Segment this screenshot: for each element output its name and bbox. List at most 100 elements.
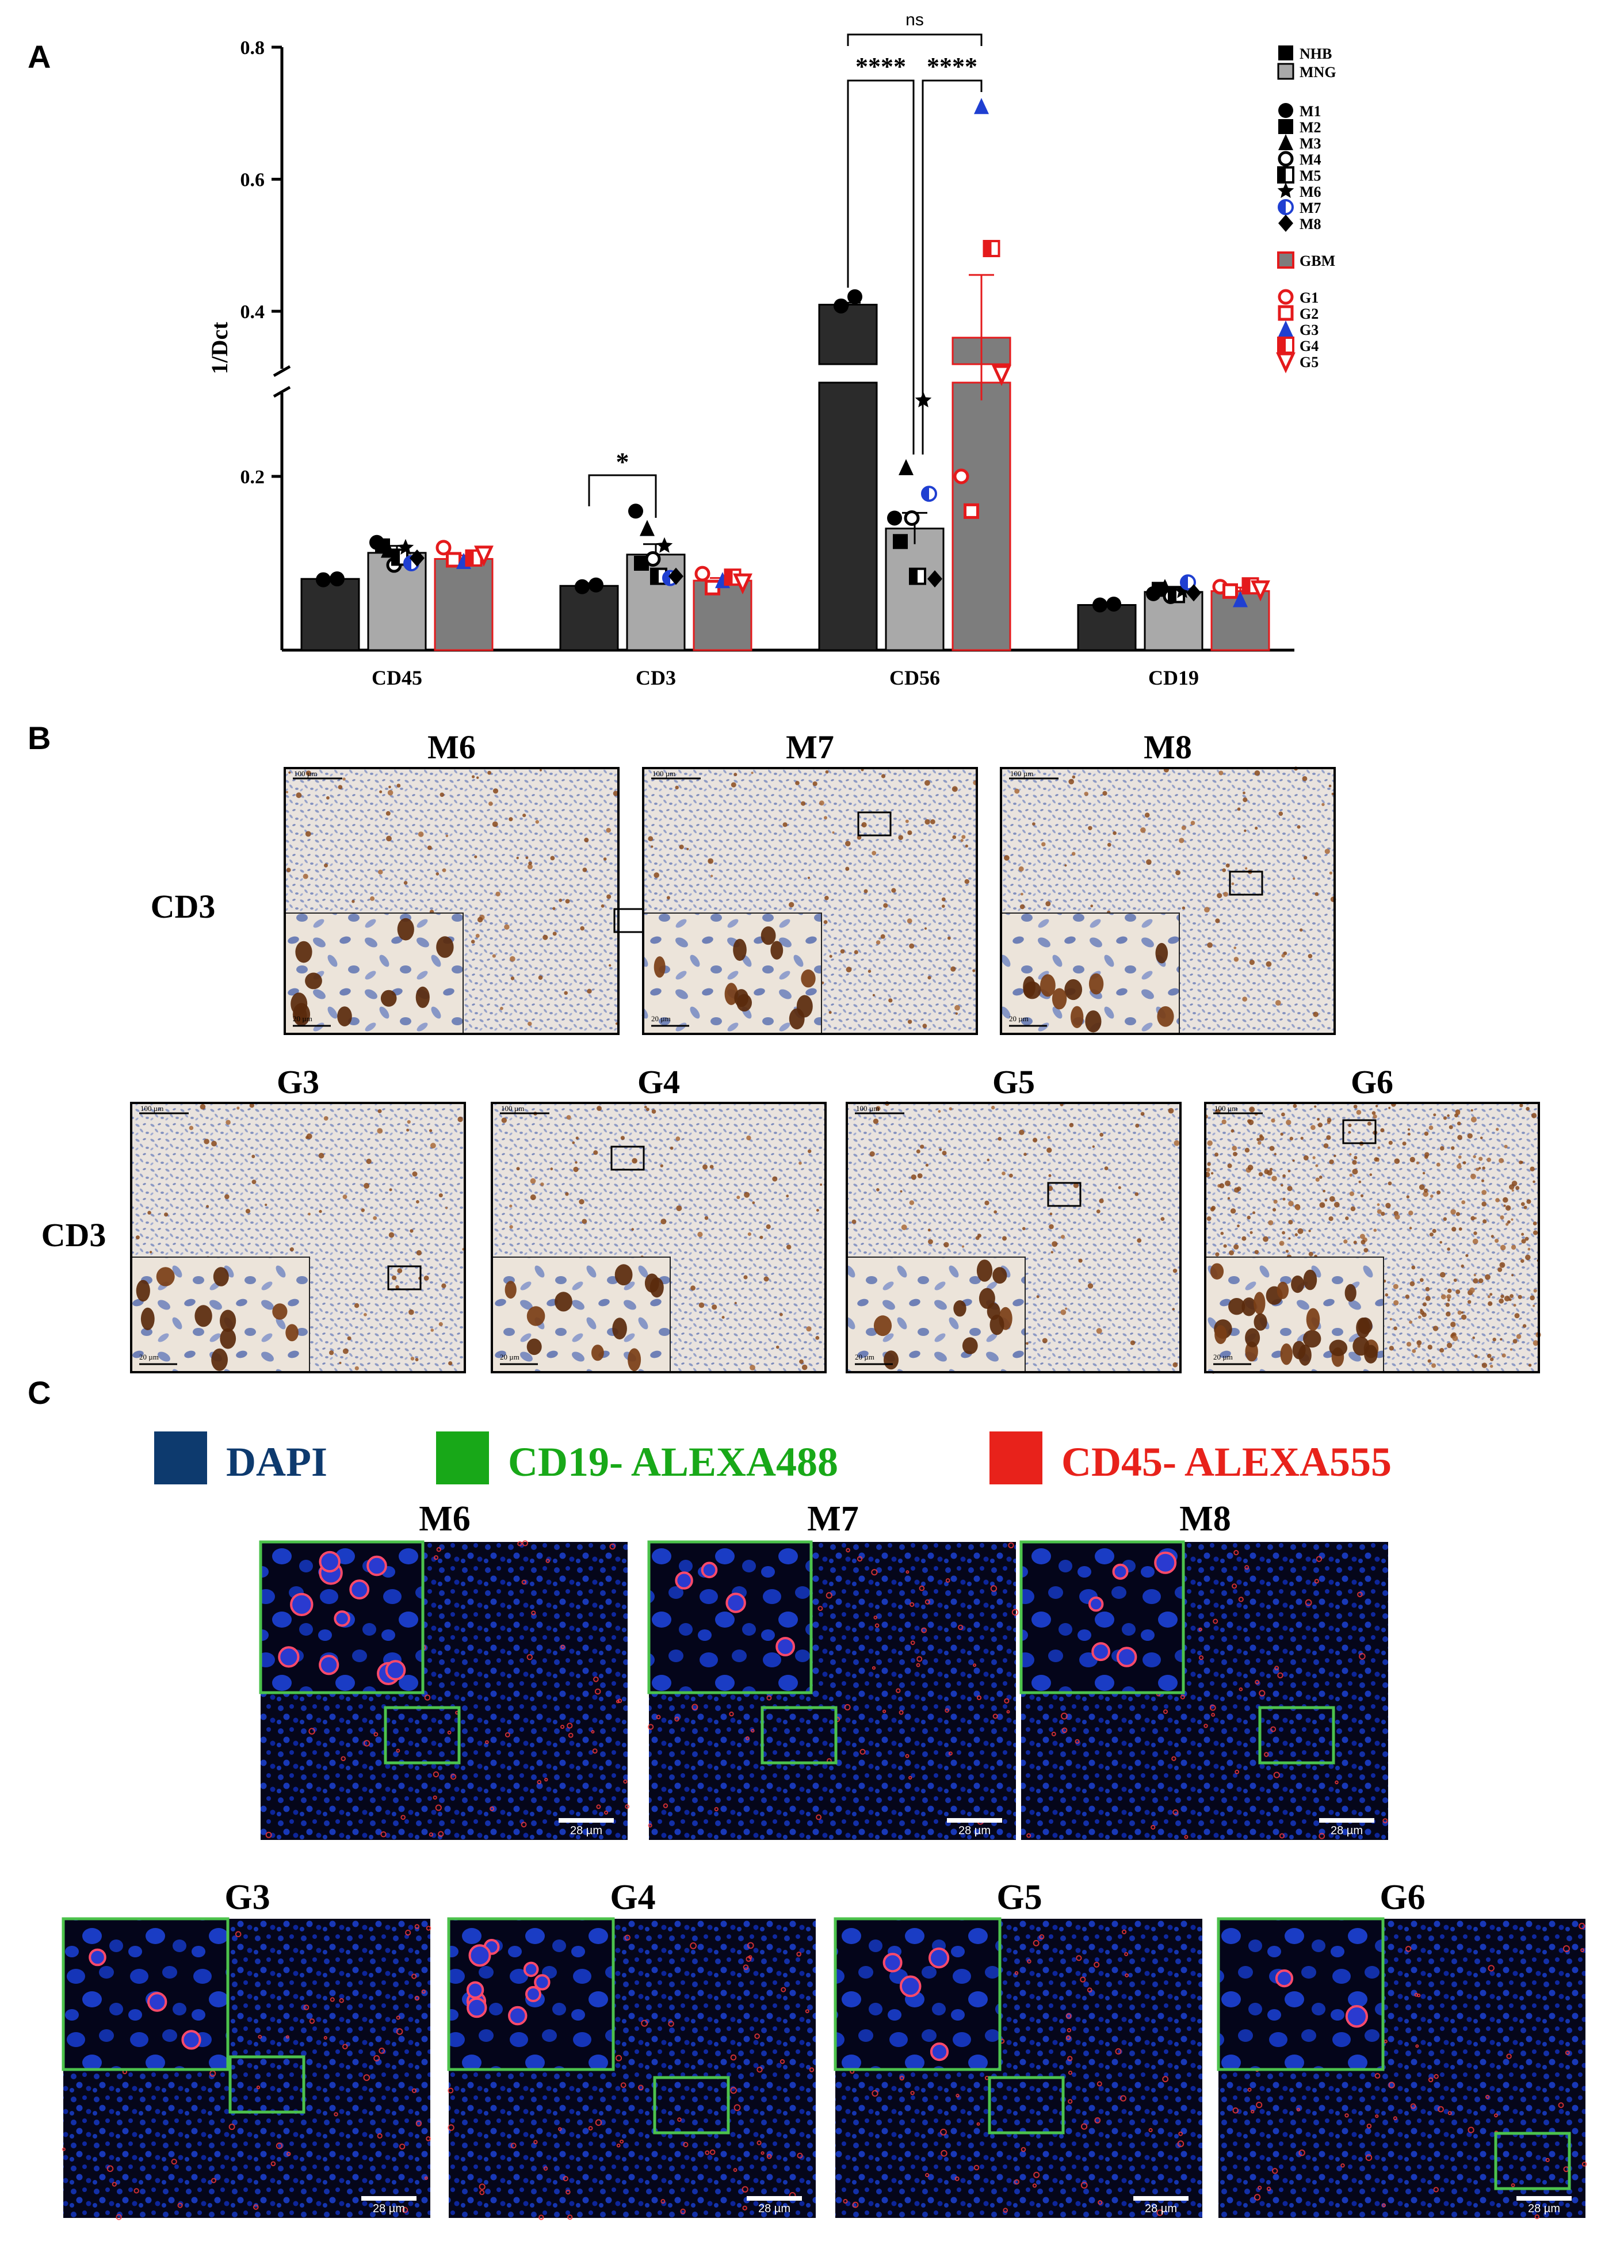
zoom-box xyxy=(1229,870,1263,896)
scale-bar-label: 28 µm xyxy=(958,1824,991,1837)
bar-nhb-cd3 xyxy=(559,577,619,651)
scale-bar-label: 20 µm xyxy=(651,1014,671,1023)
scale-bar-label: 20 µm xyxy=(1009,1014,1029,1023)
fluor-inset xyxy=(834,1917,1002,2071)
fluor-inset xyxy=(259,1540,425,1694)
ihc-image: 20 µm 100 µm xyxy=(284,767,648,1035)
bar-gbm-cd19 xyxy=(1210,577,1270,651)
zoom-box xyxy=(384,1706,461,1765)
data-point xyxy=(904,510,920,526)
fluor-inset xyxy=(62,1917,230,2071)
scale-bar-label: 28 µm xyxy=(1145,2202,1177,2215)
zoom-box xyxy=(857,811,892,837)
legend-marker xyxy=(1278,289,1294,305)
legend-marker xyxy=(1278,320,1293,337)
ihc-row-label: CD3 xyxy=(41,1216,106,1254)
data-point xyxy=(899,459,914,475)
scale-bar-label: 100 µm xyxy=(140,1104,163,1113)
data-point xyxy=(974,98,989,114)
fluor-title-m7: M7 xyxy=(807,1499,859,1538)
zoom-box xyxy=(988,2076,1065,2135)
legend-marker xyxy=(1278,134,1293,150)
data-point xyxy=(668,567,683,585)
fluor-inset xyxy=(1019,1540,1185,1694)
zoom-box xyxy=(610,1146,645,1171)
scale-bar-label: 28 µm xyxy=(570,1824,602,1837)
fluor-image: 28 µm xyxy=(647,1540,1019,1840)
data-point xyxy=(694,566,710,582)
ihc-image: 20 µm 100 µm xyxy=(1000,766,1336,1035)
data-point xyxy=(847,289,862,304)
scale-bar xyxy=(559,1818,614,1823)
category-cd3: CD3 xyxy=(559,503,752,689)
y-axis-label: 1/Dct xyxy=(207,322,232,375)
fluor-inset xyxy=(447,1917,615,2071)
legend-entry: GBM xyxy=(1300,253,1335,269)
data-point xyxy=(1222,583,1238,599)
ihc-image: 20 µm 100 µm xyxy=(130,1102,466,1373)
data-point xyxy=(733,573,752,595)
fluor-image: 28 µm xyxy=(447,1917,816,2220)
data-point xyxy=(953,468,969,484)
fluor-legend-label: CD19- ALEXA488 xyxy=(508,1439,838,1485)
bar-mng-cd19 xyxy=(1144,574,1203,651)
bar-nhb-cd45 xyxy=(300,571,360,651)
fluor-legend-item: CD45- ALEXA555 xyxy=(989,1431,1392,1485)
category-cd56: CD56 xyxy=(818,98,1011,689)
ihc-inset: 20 µm xyxy=(131,1257,310,1373)
scale-bar-label: 28 µm xyxy=(1331,1824,1363,1837)
scale-bar-label: 100 µm xyxy=(856,1104,879,1113)
data-point xyxy=(1174,582,1191,598)
data-point xyxy=(1186,584,1201,602)
fluor-legend-swatch xyxy=(989,1431,1042,1484)
legend-marker xyxy=(1278,305,1294,321)
panel-label-c: C xyxy=(28,1374,51,1411)
bar-gbm-cd3 xyxy=(693,566,752,651)
fluor-legend-swatch xyxy=(436,1431,489,1484)
legend-entry: M6 xyxy=(1300,184,1321,200)
data-point xyxy=(927,570,942,588)
legend-entry: G2 xyxy=(1300,306,1319,322)
scale-bar-label: 28 µm xyxy=(373,2202,405,2215)
legend-entry: M2 xyxy=(1300,119,1321,136)
panel-label-b: B xyxy=(28,720,51,756)
bar-mng-cd45 xyxy=(367,534,427,651)
legend-marker xyxy=(1278,103,1293,118)
data-point xyxy=(397,539,414,555)
data-point xyxy=(645,551,661,567)
data-point xyxy=(921,486,937,502)
zoom-box xyxy=(387,1265,422,1290)
data-point xyxy=(1251,580,1270,602)
zoom-box xyxy=(761,1706,838,1765)
scale-bar-label: 100 µm xyxy=(501,1104,524,1113)
fluor-title-m6: M6 xyxy=(419,1499,471,1538)
y-tick-label: 0.8 xyxy=(240,37,265,59)
scale-bar-label: 100 µm xyxy=(652,769,675,778)
data-point xyxy=(1092,597,1107,613)
fluor-inset xyxy=(647,1540,813,1694)
fluor-title-g4: G4 xyxy=(610,1878,655,1917)
significance-label: **** xyxy=(927,52,977,81)
scale-bar-label: 100 µm xyxy=(1010,769,1033,778)
bar-gbm-cd56 xyxy=(952,98,1011,651)
fluor-title-g5: G5 xyxy=(996,1878,1042,1917)
data-point xyxy=(316,572,331,587)
significance-label: ns xyxy=(905,10,924,29)
ihc-image: 20 µm 100 µm xyxy=(491,1102,827,1373)
legend-marker xyxy=(1278,215,1293,232)
data-point xyxy=(446,552,461,568)
scale-bar-label: 100 µm xyxy=(294,769,317,778)
ihc-title-g3: G3 xyxy=(277,1063,319,1101)
significance-label: **** xyxy=(855,52,906,81)
legend-entry: M8 xyxy=(1300,216,1321,232)
scale-bar-label: 20 µm xyxy=(293,1014,312,1023)
x-tick-label: CD56 xyxy=(889,666,940,689)
zoom-box xyxy=(1047,1182,1082,1207)
data-point xyxy=(589,577,603,593)
legend-entry: G4 xyxy=(1300,338,1319,354)
scale-bar-label: 28 µm xyxy=(1528,2202,1560,2215)
zoom-box xyxy=(1258,1706,1335,1765)
data-point xyxy=(474,545,494,567)
